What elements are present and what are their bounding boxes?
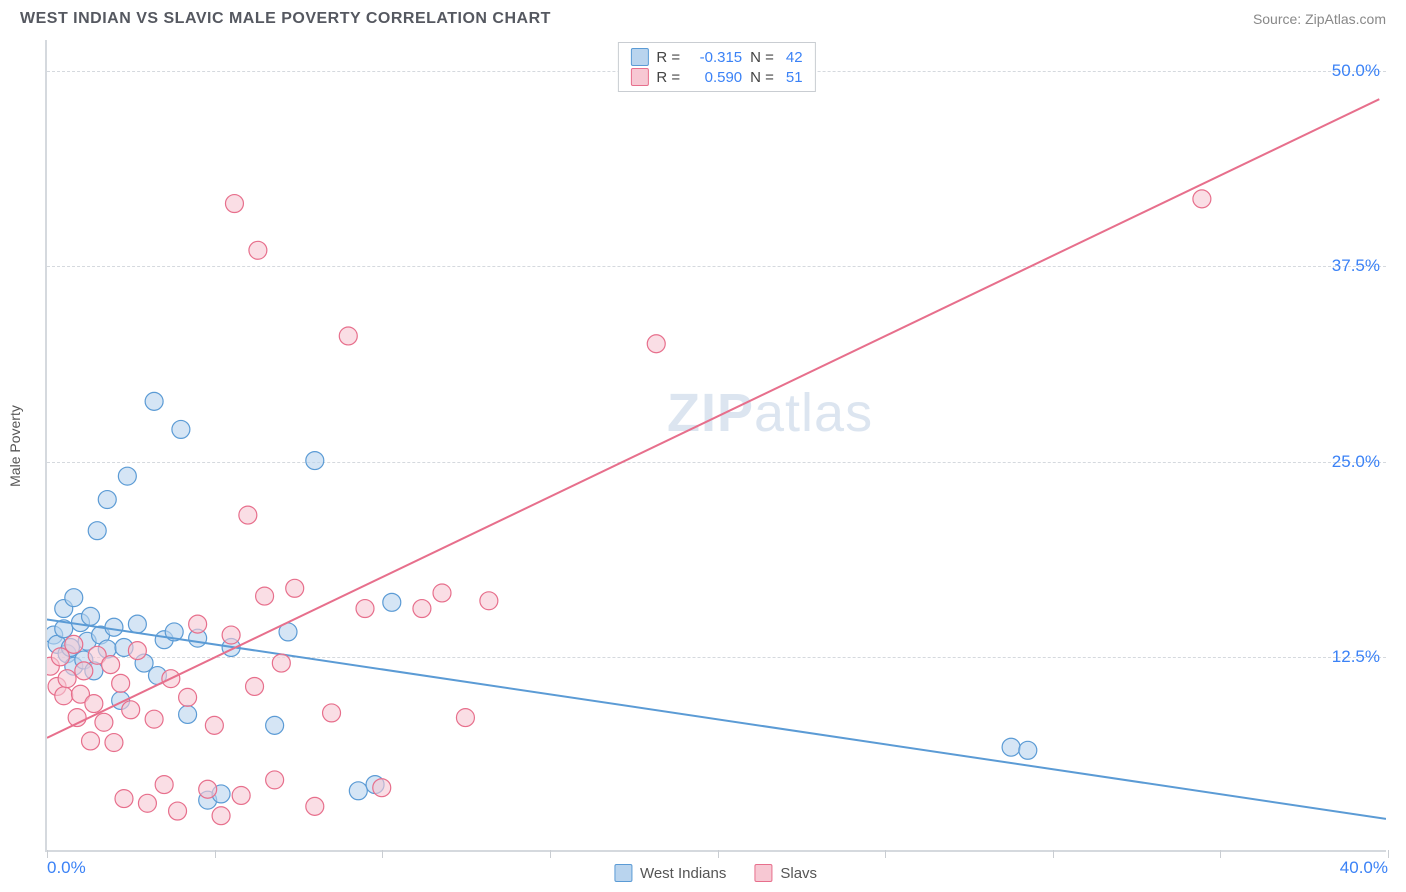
scatter-point bbox=[232, 787, 250, 805]
source-prefix: Source: bbox=[1253, 11, 1305, 27]
x-tick bbox=[885, 850, 886, 858]
legend-item-0: West Indians bbox=[614, 864, 726, 882]
scatter-point bbox=[95, 713, 113, 731]
scatter-point bbox=[222, 626, 240, 644]
scatter-point bbox=[179, 688, 197, 706]
scatter-point bbox=[413, 600, 431, 618]
scatter-point bbox=[456, 709, 474, 727]
stats-n-value-0: 42 bbox=[786, 49, 803, 66]
legend: West Indians Slavs bbox=[614, 864, 817, 882]
legend-item-1: Slavs bbox=[754, 864, 817, 882]
scatter-point bbox=[65, 589, 83, 607]
scatter-point bbox=[249, 241, 267, 259]
scatter-point bbox=[58, 670, 76, 688]
plot-svg bbox=[47, 40, 1386, 850]
scatter-point bbox=[1193, 190, 1211, 208]
stats-n-label-0: N = bbox=[750, 49, 774, 66]
scatter-point bbox=[138, 794, 156, 812]
scatter-point bbox=[88, 522, 106, 540]
x-tick-label: 40.0% bbox=[1340, 858, 1388, 878]
scatter-point bbox=[306, 452, 324, 470]
scatter-point bbox=[272, 654, 290, 672]
scatter-point bbox=[246, 677, 264, 695]
stats-box: R = -0.315 N = 42 R = 0.590 N = 51 bbox=[617, 42, 815, 92]
scatter-point bbox=[433, 584, 451, 602]
x-tick bbox=[550, 850, 551, 858]
scatter-point bbox=[118, 467, 136, 485]
scatter-point bbox=[169, 802, 187, 820]
x-tick bbox=[382, 850, 383, 858]
scatter-point bbox=[82, 607, 100, 625]
stats-row-0: R = -0.315 N = 42 bbox=[630, 47, 802, 67]
scatter-point bbox=[480, 592, 498, 610]
scatter-point bbox=[205, 716, 223, 734]
legend-swatch-1 bbox=[754, 864, 772, 882]
y-axis-label: Male Poverty bbox=[7, 405, 23, 487]
chart-container: Male Poverty ZIPatlas R = -0.315 N = 42 … bbox=[45, 40, 1386, 852]
stats-row-1: R = 0.590 N = 51 bbox=[630, 67, 802, 87]
x-tick bbox=[215, 850, 216, 858]
x-tick-label: 0.0% bbox=[47, 858, 86, 878]
plot-area: ZIPatlas R = -0.315 N = 42 R = 0.590 N =… bbox=[45, 40, 1386, 852]
legend-label-0: West Indians bbox=[640, 865, 726, 882]
scatter-point bbox=[102, 656, 120, 674]
scatter-point bbox=[266, 771, 284, 789]
legend-label-1: Slavs bbox=[780, 865, 817, 882]
scatter-point bbox=[128, 615, 146, 633]
scatter-point bbox=[145, 710, 163, 728]
scatter-point bbox=[339, 327, 357, 345]
scatter-point bbox=[128, 642, 146, 660]
scatter-point bbox=[55, 687, 73, 705]
scatter-point bbox=[145, 392, 163, 410]
scatter-point bbox=[225, 195, 243, 213]
scatter-point bbox=[256, 587, 274, 605]
scatter-point bbox=[112, 674, 130, 692]
stats-r-label-0: R = bbox=[656, 49, 680, 66]
scatter-point bbox=[172, 420, 190, 438]
scatter-point bbox=[65, 635, 83, 653]
scatter-point bbox=[383, 593, 401, 611]
scatter-point bbox=[75, 662, 93, 680]
scatter-point bbox=[105, 734, 123, 752]
scatter-point bbox=[323, 704, 341, 722]
x-tick bbox=[1220, 850, 1221, 858]
scatter-point bbox=[199, 780, 217, 798]
stats-r-label-1: R = bbox=[656, 69, 680, 86]
stats-swatch-0 bbox=[630, 48, 648, 66]
scatter-point bbox=[286, 579, 304, 597]
scatter-point bbox=[647, 335, 665, 353]
stats-r-value-1: 0.590 bbox=[688, 69, 742, 86]
chart-title: WEST INDIAN VS SLAVIC MALE POVERTY CORRE… bbox=[20, 10, 551, 28]
scatter-point bbox=[105, 618, 123, 636]
scatter-point bbox=[1002, 738, 1020, 756]
scatter-point bbox=[122, 701, 140, 719]
scatter-point bbox=[115, 790, 133, 808]
stats-swatch-1 bbox=[630, 68, 648, 86]
x-tick bbox=[47, 850, 48, 858]
legend-swatch-0 bbox=[614, 864, 632, 882]
scatter-point bbox=[179, 706, 197, 724]
trend-line bbox=[47, 99, 1379, 738]
scatter-point bbox=[155, 776, 173, 794]
source-link[interactable]: ZipAtlas.com bbox=[1305, 11, 1386, 27]
scatter-point bbox=[373, 779, 391, 797]
chart-source: Source: ZipAtlas.com bbox=[1253, 11, 1386, 27]
stats-n-value-1: 51 bbox=[786, 69, 803, 86]
scatter-point bbox=[82, 732, 100, 750]
stats-r-value-0: -0.315 bbox=[688, 49, 742, 66]
scatter-point bbox=[349, 782, 367, 800]
scatter-point bbox=[1019, 741, 1037, 759]
scatter-point bbox=[356, 600, 374, 618]
scatter-point bbox=[306, 797, 324, 815]
scatter-point bbox=[98, 491, 116, 509]
x-tick bbox=[718, 850, 719, 858]
stats-n-label-1: N = bbox=[750, 69, 774, 86]
scatter-point bbox=[85, 695, 103, 713]
scatter-point bbox=[212, 807, 230, 825]
scatter-point bbox=[189, 615, 207, 633]
x-tick bbox=[1388, 850, 1389, 858]
scatter-point bbox=[266, 716, 284, 734]
scatter-point bbox=[239, 506, 257, 524]
x-tick bbox=[1053, 850, 1054, 858]
